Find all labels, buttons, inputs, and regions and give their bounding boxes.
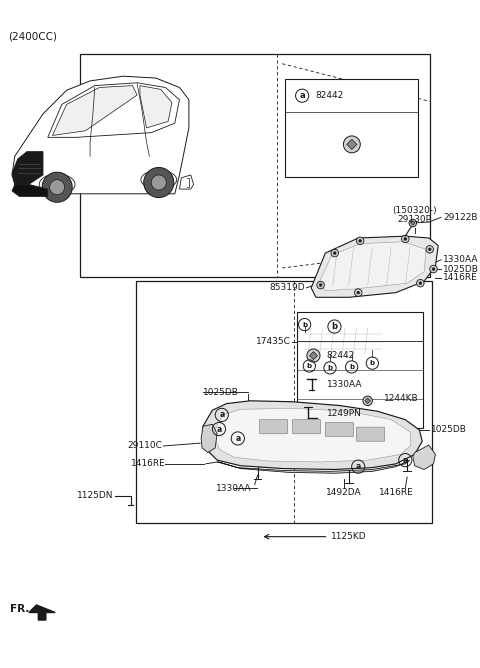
Text: FR.: FR. [10, 604, 29, 614]
Text: a: a [235, 434, 240, 443]
Bar [136, 281, 432, 522]
Bar [285, 79, 419, 177]
Circle shape [419, 282, 422, 285]
Text: b: b [349, 364, 354, 370]
Circle shape [343, 136, 360, 153]
Text: 1416RE: 1416RE [379, 488, 413, 496]
Text: 82442: 82442 [326, 351, 355, 360]
Polygon shape [52, 86, 137, 136]
Bar [297, 312, 423, 428]
Text: 1125KD: 1125KD [331, 532, 367, 541]
Text: 1492DA: 1492DA [326, 488, 362, 496]
FancyBboxPatch shape [325, 422, 354, 437]
Text: b: b [327, 365, 333, 371]
Circle shape [307, 349, 320, 362]
FancyBboxPatch shape [292, 420, 321, 434]
Text: 29122B: 29122B [443, 213, 478, 222]
Circle shape [357, 291, 360, 294]
Text: 1416RE: 1416RE [131, 460, 165, 468]
Circle shape [317, 281, 324, 289]
Polygon shape [48, 83, 180, 138]
Text: 1025DB: 1025DB [443, 265, 479, 274]
Polygon shape [319, 242, 426, 291]
Polygon shape [347, 140, 357, 150]
Text: 1330AA: 1330AA [216, 484, 252, 493]
Text: b: b [370, 360, 375, 366]
Circle shape [151, 175, 166, 190]
Circle shape [359, 239, 361, 242]
Text: 1244KB: 1244KB [384, 394, 418, 403]
Text: b: b [332, 322, 337, 331]
Text: 1025DB: 1025DB [203, 388, 239, 397]
Polygon shape [203, 401, 422, 470]
Circle shape [49, 180, 65, 195]
Text: 1330AA: 1330AA [443, 255, 479, 264]
Polygon shape [180, 175, 193, 189]
Circle shape [432, 268, 435, 271]
Text: (2400CC): (2400CC) [8, 31, 57, 41]
Polygon shape [201, 424, 217, 452]
Circle shape [42, 172, 72, 202]
Text: 1416RE: 1416RE [443, 273, 478, 282]
Circle shape [404, 238, 407, 240]
Circle shape [402, 235, 409, 242]
Polygon shape [300, 327, 384, 357]
Text: (150320-): (150320-) [392, 206, 437, 215]
Circle shape [363, 396, 372, 405]
Circle shape [430, 265, 437, 273]
Circle shape [144, 168, 174, 198]
Polygon shape [217, 460, 410, 473]
Polygon shape [12, 152, 43, 184]
Polygon shape [413, 445, 435, 470]
Text: a: a [300, 92, 305, 100]
Polygon shape [410, 220, 415, 225]
Polygon shape [310, 351, 317, 359]
FancyBboxPatch shape [260, 420, 288, 434]
Text: b: b [307, 363, 312, 369]
Circle shape [331, 249, 338, 257]
Text: 85319D: 85319D [269, 283, 305, 293]
Text: 29110C: 29110C [128, 442, 163, 450]
Circle shape [319, 284, 322, 287]
Text: a: a [216, 425, 222, 434]
Circle shape [354, 289, 362, 297]
Text: 1330AA: 1330AA [326, 380, 362, 389]
Circle shape [409, 219, 417, 226]
Text: 29130P: 29130P [398, 214, 432, 224]
Polygon shape [140, 86, 172, 128]
Polygon shape [365, 398, 371, 403]
Polygon shape [29, 605, 55, 620]
Circle shape [428, 248, 431, 250]
Text: 1025DB: 1025DB [431, 426, 467, 434]
Polygon shape [215, 408, 411, 462]
Text: 17435C: 17435C [256, 337, 290, 346]
Circle shape [356, 237, 364, 244]
Text: a: a [356, 462, 361, 471]
Text: 1125DN: 1125DN [77, 492, 114, 500]
Polygon shape [311, 236, 438, 297]
Text: a: a [219, 410, 225, 420]
Circle shape [333, 252, 336, 255]
Circle shape [426, 246, 433, 253]
Text: a: a [403, 456, 408, 464]
Polygon shape [12, 76, 189, 194]
Text: 1249PN: 1249PN [326, 409, 361, 418]
Circle shape [417, 279, 424, 287]
FancyBboxPatch shape [356, 427, 384, 442]
Text: b: b [302, 321, 307, 327]
Bar [80, 54, 430, 277]
Polygon shape [12, 184, 48, 196]
Text: 82442: 82442 [315, 92, 344, 100]
